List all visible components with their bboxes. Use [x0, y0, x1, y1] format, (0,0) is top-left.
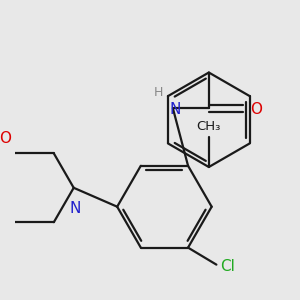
Text: CH₃: CH₃ — [196, 120, 221, 133]
Text: O: O — [0, 131, 11, 146]
Text: O: O — [250, 102, 262, 117]
Text: N: N — [169, 102, 181, 117]
Text: N: N — [70, 201, 81, 216]
Text: H: H — [154, 86, 164, 99]
Text: Cl: Cl — [220, 259, 235, 274]
